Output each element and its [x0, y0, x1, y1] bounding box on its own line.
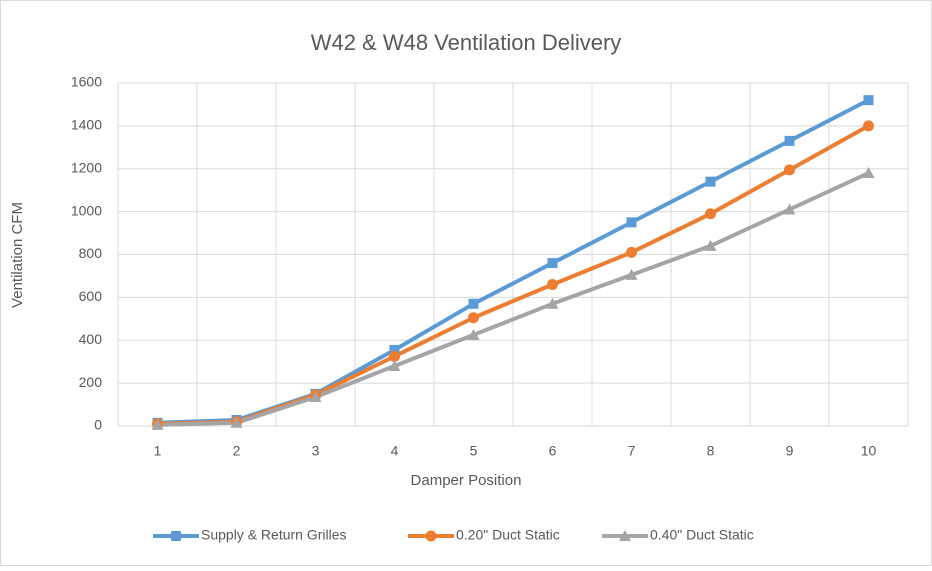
x-tick-label: 7	[628, 443, 636, 459]
marker	[863, 95, 874, 106]
marker	[863, 120, 874, 132]
y-axis-label: Ventilation CFM	[9, 202, 26, 308]
marker	[784, 135, 795, 146]
marker	[388, 359, 401, 371]
marker	[626, 217, 637, 228]
y-tick-label: 0	[94, 417, 102, 433]
x-tick-label: 3	[312, 443, 320, 459]
x-tick-label: 8	[707, 443, 715, 459]
chart-title: W42 & W48 Ventilation Delivery	[311, 30, 622, 55]
marker	[784, 164, 795, 176]
x-tick-label: 9	[786, 443, 794, 459]
x-tick-label: 6	[549, 443, 557, 459]
y-tick-label: 1000	[71, 202, 102, 218]
y-tick-label: 1200	[71, 159, 102, 175]
marker	[705, 208, 716, 220]
marker	[862, 167, 875, 179]
legend-label: Supply & Return Grilles	[201, 527, 347, 543]
series-line	[157, 171, 870, 427]
y-tick-label: 1400	[71, 117, 102, 133]
marker	[468, 298, 479, 309]
y-tick-label: 200	[79, 374, 103, 390]
legend-item: 0.20" Duct Static	[408, 527, 560, 543]
marker	[467, 328, 480, 340]
x-tick-label: 4	[391, 443, 399, 459]
marker	[783, 203, 796, 215]
marker	[705, 176, 716, 187]
marker	[171, 531, 181, 541]
x-tick-label: 5	[470, 443, 478, 459]
marker	[230, 416, 243, 428]
marker	[546, 297, 559, 309]
y-tick-label: 400	[79, 331, 103, 347]
marker	[309, 391, 322, 403]
marker	[389, 350, 400, 362]
marker	[468, 312, 479, 324]
marker	[151, 418, 164, 430]
x-tick-label: 10	[861, 443, 877, 459]
marker	[425, 530, 437, 542]
marker	[704, 239, 717, 251]
x-tick-label: 1	[154, 443, 162, 459]
legend-item: Supply & Return Grilles	[153, 527, 347, 543]
legend-item: 0.40" Duct Static	[602, 527, 754, 543]
x-axis-label: Damper Position	[411, 472, 522, 489]
y-tick-label: 800	[79, 245, 103, 261]
marker	[547, 258, 558, 269]
marker	[625, 268, 638, 280]
marker	[619, 530, 631, 541]
y-tick-label: 1600	[71, 74, 102, 90]
legend-label: 0.40" Duct Static	[650, 527, 754, 543]
marker	[389, 344, 400, 355]
legend-label: 0.20" Duct Static	[456, 527, 560, 543]
x-tick-label: 2	[233, 443, 241, 459]
marker	[547, 279, 558, 291]
y-tick-label: 600	[79, 288, 103, 304]
marker	[626, 246, 637, 258]
